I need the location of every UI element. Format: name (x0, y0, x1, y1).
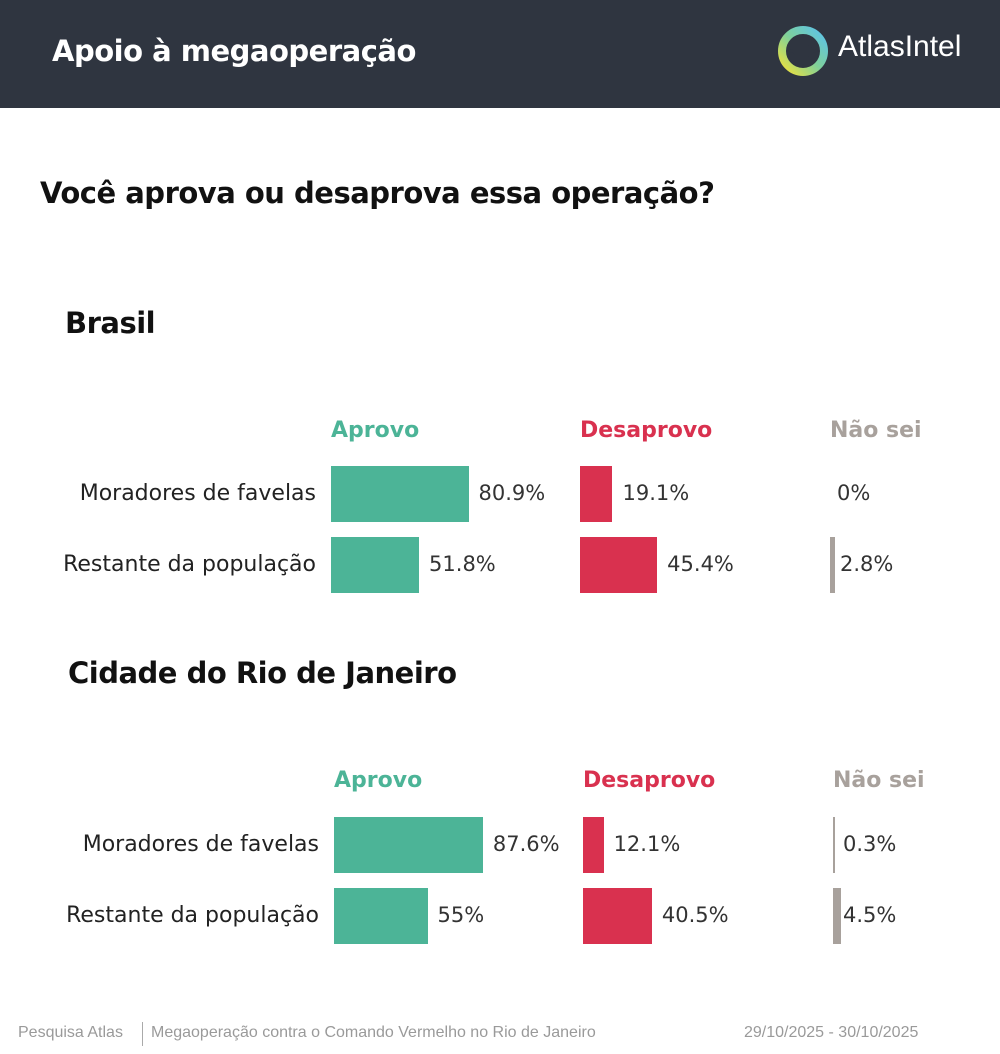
value-label-desaprovo: 19.1% (622, 481, 690, 505)
header-title: Apoio à megaoperação (52, 34, 416, 68)
value-label-nao-sei: 0.3% (843, 832, 897, 856)
footer-dates: 29/10/2025 - 30/10/2025 (744, 1024, 919, 1041)
footer-description: Megaoperação contra o Comando Vermelho n… (151, 1024, 596, 1041)
footer-source: Pesquisa Atlas (18, 1024, 123, 1041)
column-header-nao-sei: Não sei (833, 768, 925, 793)
section-title: Cidade do Rio de Janeiro (68, 656, 457, 690)
question: Você aprova ou desaprova essa operação? (40, 176, 715, 210)
footer-separator (142, 1022, 143, 1046)
column-header-aprovo: Aprovo (334, 768, 423, 793)
bar-aprovo (334, 817, 483, 873)
bar-aprovo (331, 537, 420, 593)
column-header-nao-sei: Não sei (830, 418, 922, 443)
value-label-desaprovo: 40.5% (661, 903, 729, 927)
bar-desaprovo (580, 466, 613, 522)
bar-aprovo (334, 888, 428, 944)
bar-desaprovo (583, 888, 652, 944)
bar-nao-sei (830, 537, 835, 593)
value-label-nao-sei: 0% (837, 481, 871, 505)
row-label: Restante da população (66, 903, 319, 928)
bar-nao-sei (833, 888, 841, 944)
value-label-desaprovo: 45.4% (667, 552, 734, 576)
value-label-desaprovo: 12.1% (613, 832, 681, 856)
row-label: Moradores de favelas (79, 481, 316, 506)
bar-desaprovo (583, 817, 604, 873)
logo-text: AtlasIntel (838, 30, 962, 63)
bar-aprovo (331, 466, 469, 522)
value-label-aprovo: 87.6% (492, 832, 560, 856)
header: Apoio à megaoperação AtlasIntel (0, 0, 1000, 108)
value-label-aprovo: 51.8% (429, 552, 496, 576)
column-header-desaprovo: Desaprovo (580, 418, 713, 443)
atlasintel-logo-icon (778, 26, 828, 76)
section-title: Brasil (65, 306, 156, 340)
row-label: Moradores de favelas (82, 832, 319, 857)
value-label-aprovo: 55% (437, 903, 485, 927)
row-label: Restante da população (63, 552, 316, 577)
value-label-aprovo: 80.9% (478, 481, 546, 505)
bar-desaprovo (580, 537, 658, 593)
column-header-aprovo: Aprovo (331, 418, 420, 443)
value-label-nao-sei: 4.5% (843, 903, 897, 927)
bar-nao-sei (833, 817, 835, 873)
value-label-nao-sei: 2.8% (840, 552, 894, 576)
column-header-desaprovo: Desaprovo (583, 768, 716, 793)
